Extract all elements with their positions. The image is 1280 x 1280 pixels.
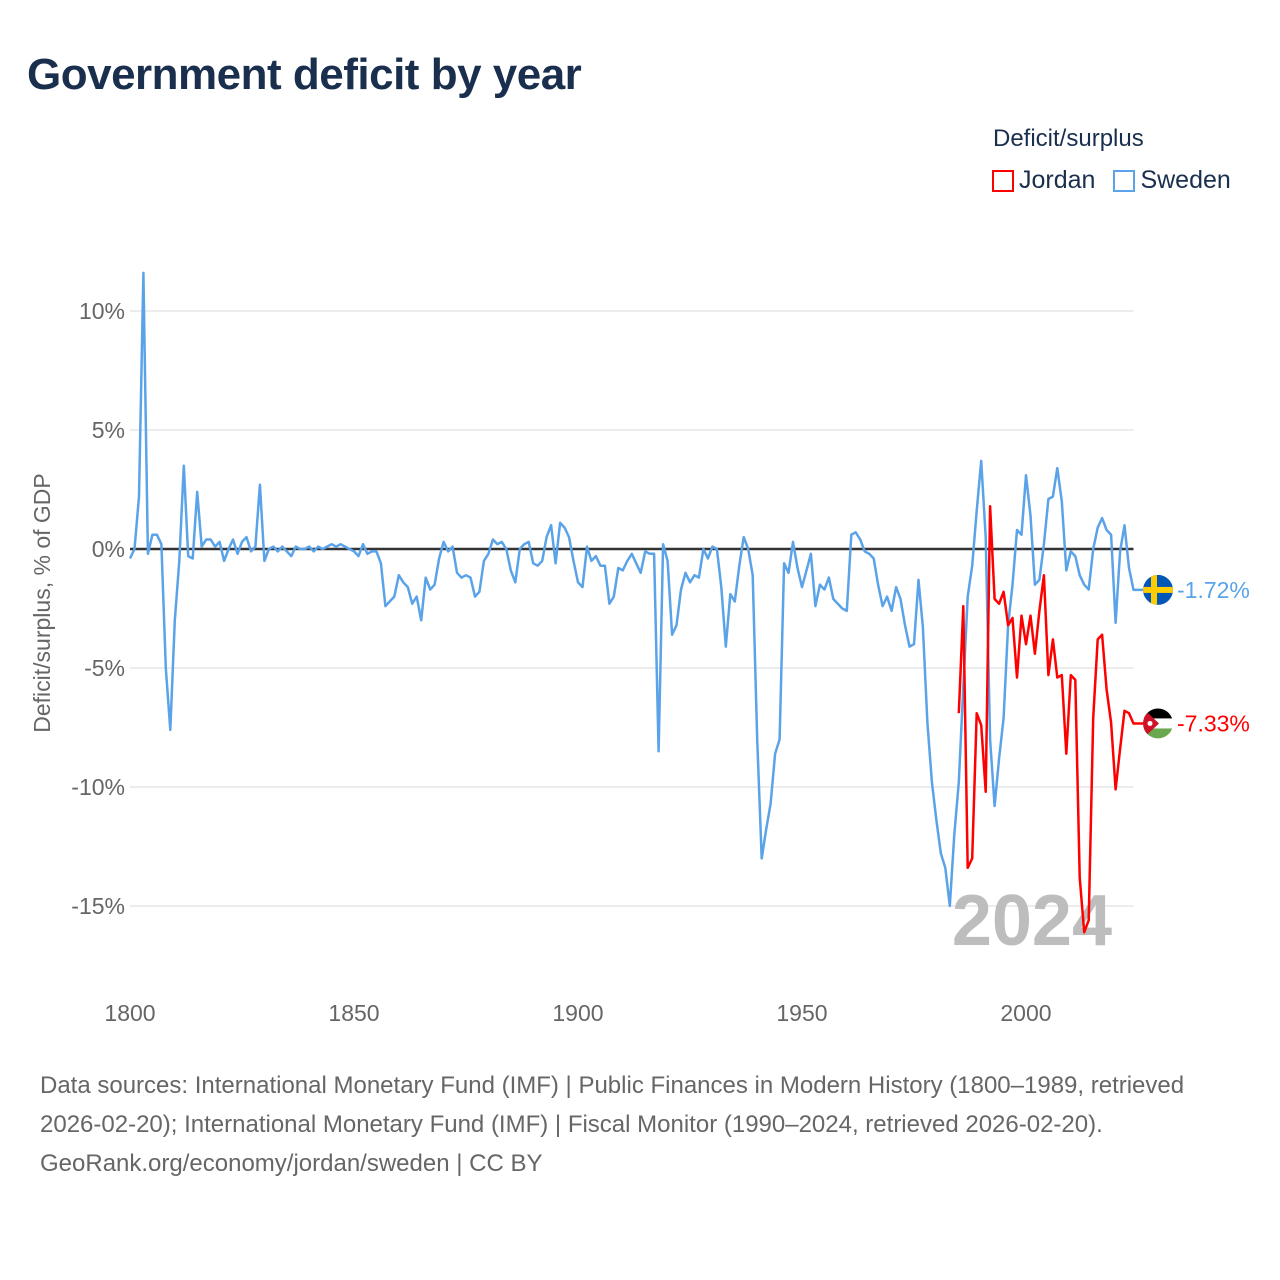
legend-swatch-jordan xyxy=(992,169,1014,192)
legend-title: Deficit/surplus xyxy=(993,125,1144,152)
y-tick-label: -15% xyxy=(71,893,125,919)
flag-jordan-icon xyxy=(1143,708,1173,739)
year-watermark: 2024 xyxy=(952,881,1112,961)
legend-label-sweden: Sweden xyxy=(1140,166,1231,194)
x-tick-label: 1800 xyxy=(104,1000,155,1026)
y-tick-label: -10% xyxy=(71,774,125,800)
end-value-label-sweden: -1.72% xyxy=(1177,577,1250,603)
data-sources: Data sources: International Monetary Fun… xyxy=(40,1072,1185,1138)
footer: Data sources: International Monetary Fun… xyxy=(40,1066,1250,1183)
chart-title: Government deficit by year xyxy=(27,50,582,99)
x-tick-label: 1900 xyxy=(552,1000,603,1026)
legend-item-sweden[interactable]: Sweden xyxy=(1113,166,1231,195)
y-tick-label: 10% xyxy=(79,298,125,324)
end-value-label-jordan: -7.33% xyxy=(1177,710,1250,736)
flag-sweden-icon xyxy=(1143,574,1173,605)
credit-link[interactable]: GeoRank.org/economy/jordan/sweden | CC B… xyxy=(40,1150,543,1177)
legend-swatch-sweden xyxy=(1113,169,1136,192)
x-tick-label: 1850 xyxy=(328,1000,379,1026)
y-tick-label: -5% xyxy=(84,655,125,681)
series-line-sweden xyxy=(128,271,1158,908)
x-tick-label: 2000 xyxy=(1000,1000,1051,1026)
legend-item-jordan[interactable]: Jordan xyxy=(992,166,1095,195)
series-line-jordan xyxy=(957,504,1158,934)
y-tick-label: 0% xyxy=(92,536,125,562)
y-axis-title: Deficit/surplus, % of GDP xyxy=(29,473,55,732)
legend: Jordan Sweden xyxy=(992,166,1231,195)
y-tick-label: 5% xyxy=(92,417,125,443)
legend-label-jordan: Jordan xyxy=(1019,166,1096,194)
x-tick-label: 1950 xyxy=(776,1000,827,1026)
